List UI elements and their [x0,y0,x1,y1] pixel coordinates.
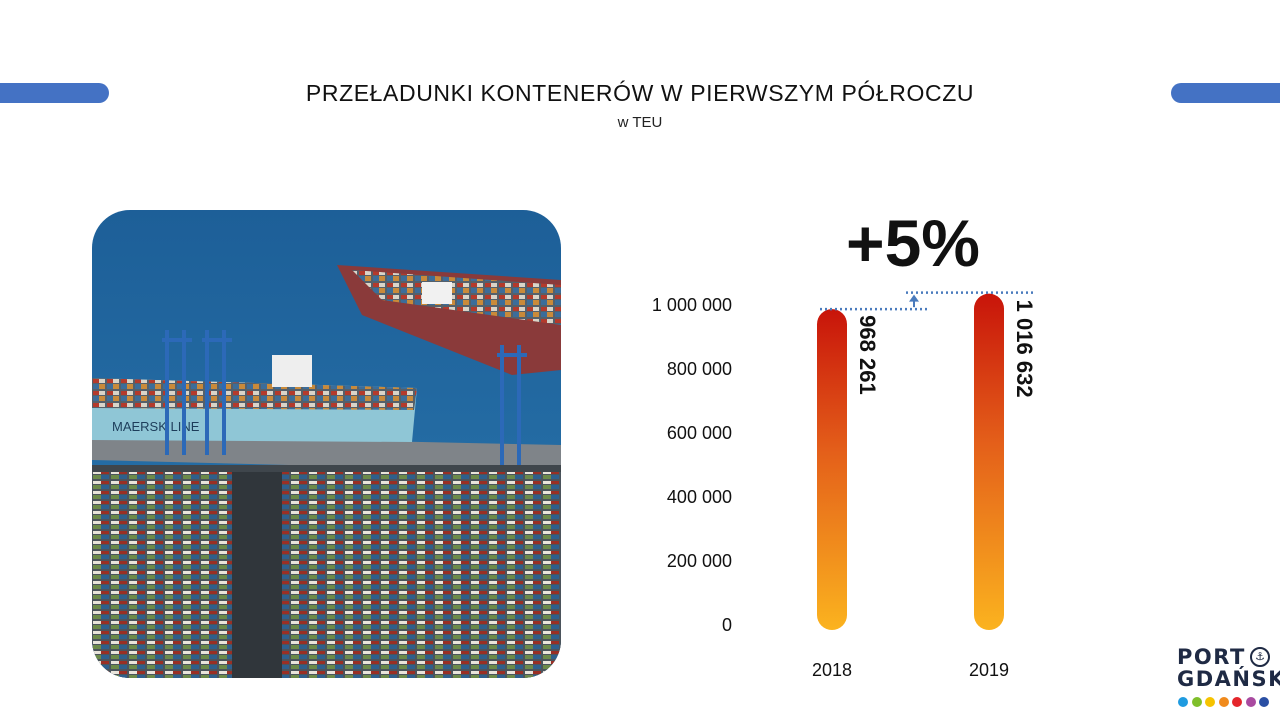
bar-value-label: 968 261 [855,315,880,395]
port-gdansk-logo: PORT ⚓ GDAŃSK [1174,645,1280,713]
y-tick-label: 0 [722,615,732,635]
page-title: PRZEŁADUNKI KONTENERÓW W PIERWSZYM PÓŁRO… [305,80,975,106]
port-photo: MAERSK LINE [92,210,561,678]
ship-lettering-maersk: MAERSK LINE [112,419,200,434]
logo-dot [1191,697,1202,707]
logo-dot [1178,697,1188,707]
growth-annotation: +5% [846,206,980,280]
logo-dot [1232,697,1242,707]
y-tick-label: 800 000 [667,359,732,379]
logo-text-port: PORT [1177,645,1246,669]
page-subtitle: w TEU [617,114,663,131]
bar-2019 [974,293,1004,630]
x-tick-label: 2018 [812,660,852,680]
y-tick-label: 1 000 000 [652,295,732,315]
logo-dots [1178,697,1269,707]
logo-text-gdansk: GDAŃSK [1177,667,1280,691]
anchor-icon: ⚓ [1250,647,1270,667]
y-tick-label: 200 000 [667,551,732,571]
right-accent-bar [1171,83,1280,103]
y-tick-label: 600 000 [667,423,732,443]
logo-dot [1218,697,1229,707]
growth-arrowhead [909,294,919,302]
left-accent-bar [0,83,109,103]
logo-dot [1245,697,1256,707]
bar-2018 [817,309,847,630]
x-tick-label: 2019 [969,660,1009,680]
y-tick-label: 400 000 [667,487,732,507]
logo-dot [1259,697,1269,707]
logo-dot [1205,697,1215,707]
bar-value-label: 1 016 632 [1012,300,1037,398]
